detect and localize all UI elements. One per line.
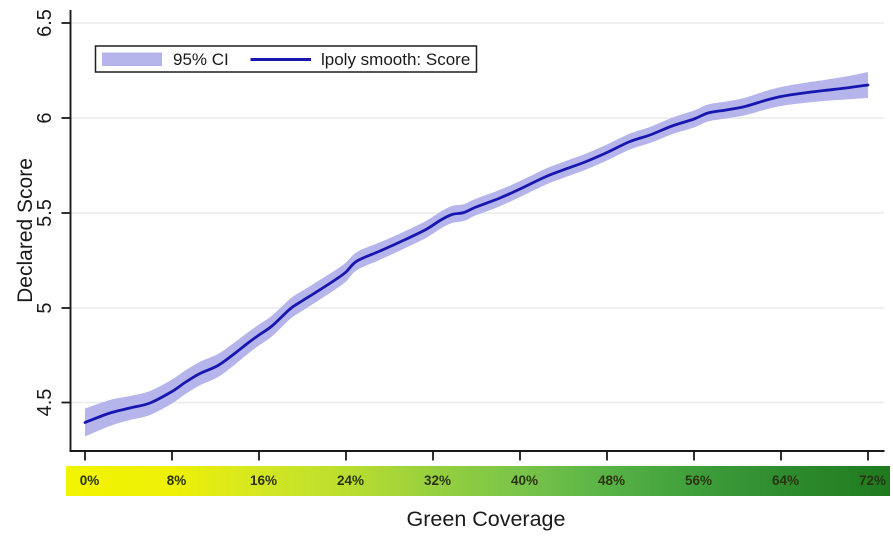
svg-text:Declared Score: Declared Score <box>14 158 37 303</box>
svg-text:32%: 32% <box>424 473 451 488</box>
svg-text:16%: 16% <box>250 473 277 488</box>
svg-text:5.5: 5.5 <box>34 199 56 227</box>
svg-text:6.5: 6.5 <box>34 9 56 37</box>
svg-text:24%: 24% <box>337 473 364 488</box>
svg-text:8%: 8% <box>167 473 187 488</box>
svg-text:56%: 56% <box>685 473 712 488</box>
svg-text:72%: 72% <box>859 473 886 488</box>
svg-text:lpoly smooth: Score: lpoly smooth: Score <box>321 50 470 69</box>
svg-text:Green Coverage: Green Coverage <box>407 507 566 531</box>
svg-text:5: 5 <box>34 302 56 313</box>
svg-text:6: 6 <box>34 112 56 123</box>
svg-text:95% CI: 95% CI <box>173 50 229 69</box>
svg-text:40%: 40% <box>511 473 538 488</box>
svg-text:64%: 64% <box>772 473 799 488</box>
svg-text:4.5: 4.5 <box>34 389 56 417</box>
svg-text:48%: 48% <box>598 473 625 488</box>
svg-text:0%: 0% <box>80 473 100 488</box>
